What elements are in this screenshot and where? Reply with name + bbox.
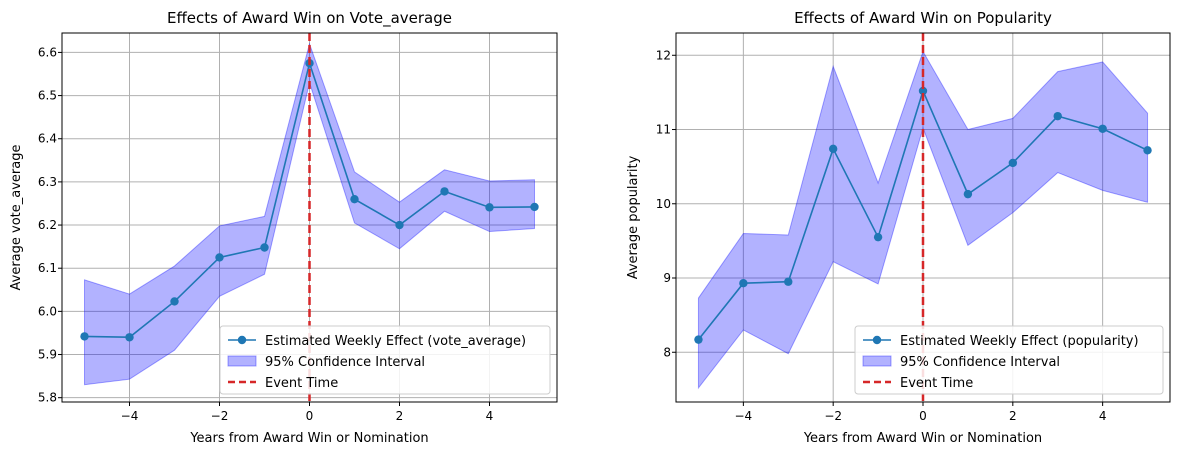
x-tick-label: 0 xyxy=(919,409,927,423)
chart-title: Effects of Award Win on Popularity xyxy=(794,9,1052,27)
x-tick-label: −2 xyxy=(211,409,229,423)
chart-panel-2: −4 −2 0 2 4 8 9 10 11 12 Effects of Award Win on P… xyxy=(626,9,1171,446)
data-point xyxy=(125,333,134,342)
confidence-band xyxy=(697,50,1149,390)
data-point xyxy=(694,335,703,344)
data-point xyxy=(963,189,973,199)
data-point xyxy=(530,202,539,212)
data-point xyxy=(485,203,494,212)
y-axis-label: Average popularity xyxy=(626,155,641,279)
y-tick-label: 6.6 xyxy=(38,45,57,59)
data-point xyxy=(80,332,89,341)
y-tick-label: 5.9 xyxy=(38,348,57,362)
chart-title: Effects of Award Win on Vote_average xyxy=(167,9,452,28)
data-point xyxy=(350,194,359,204)
data-point xyxy=(1143,146,1152,155)
x-axis-label: Years from Award Win or Nomination xyxy=(189,431,428,446)
data-point xyxy=(215,253,224,262)
y-axis-label: Average vote_average xyxy=(9,145,24,291)
x-tick-label: 0 xyxy=(306,409,314,423)
data-point xyxy=(918,86,928,96)
legend-label-series: Estimated Weekly Effect (popularity) xyxy=(900,334,1139,349)
y-tick-label: 5.8 xyxy=(38,391,57,405)
y-tick-label: 12 xyxy=(656,48,671,62)
legend-label-series: Estimated Weekly Effect (vote_average) xyxy=(265,334,526,349)
y-tick-label: 6.1 xyxy=(38,261,57,275)
data-point xyxy=(739,279,748,288)
y-tick-label: 6.2 xyxy=(38,218,57,232)
data-point xyxy=(1098,124,1107,133)
y-tick-label: 11 xyxy=(656,123,671,137)
legend-marker-swatch xyxy=(872,335,882,345)
legend: Estimated Weekly Effect (popularity) 95% … xyxy=(854,325,1164,395)
legend-label-ci: 95% Confidence Interval xyxy=(265,355,425,370)
x-axis-label: Years from Award Win or Nomination xyxy=(803,431,1042,446)
y-tick-label: 8 xyxy=(663,345,671,359)
legend-ci-swatch xyxy=(227,355,257,367)
legend-box xyxy=(854,325,1164,395)
x-tick-label: 4 xyxy=(1099,409,1107,423)
legend-label-event: Event Time xyxy=(900,376,973,391)
legend-marker-swatch xyxy=(237,335,247,345)
data-point xyxy=(1053,111,1062,121)
y-tick-label: 6.5 xyxy=(38,89,57,103)
legend: Estimated Weekly Effect (vote_average) 95… xyxy=(219,325,551,395)
legend-box xyxy=(219,325,551,395)
x-tick-label: −4 xyxy=(735,409,753,423)
x-tick-label: −4 xyxy=(121,409,139,423)
x-tick-label: 4 xyxy=(486,409,494,423)
legend-label-ci: 95% Confidence Interval xyxy=(900,355,1060,370)
y-tick-label: 6.3 xyxy=(38,175,57,189)
y-tick-label: 9 xyxy=(663,271,671,285)
confidence-band xyxy=(84,42,535,386)
data-point xyxy=(170,297,179,306)
chart-panel-1: −4 −2 0 2 4 5.8 5.9 6.0 6.1 6.2 6.3 6.4 6.5 6.6 Effect… xyxy=(9,9,558,446)
data-point xyxy=(440,187,449,196)
x-tick-label: 2 xyxy=(1009,409,1017,423)
x-tick-label: 2 xyxy=(396,409,404,423)
data-point xyxy=(873,232,883,242)
y-tick-label: 10 xyxy=(656,197,671,211)
legend-ci-swatch xyxy=(862,355,892,367)
data-point xyxy=(260,243,269,252)
data-point xyxy=(1008,158,1018,168)
y-tick-label: 6.4 xyxy=(38,132,57,146)
data-point xyxy=(784,277,793,286)
x-tick-label: −2 xyxy=(824,409,842,423)
legend-label-event: Event Time xyxy=(265,376,338,391)
y-tick-label: 6.0 xyxy=(38,304,57,318)
data-point xyxy=(395,220,404,230)
data-point xyxy=(828,144,838,154)
